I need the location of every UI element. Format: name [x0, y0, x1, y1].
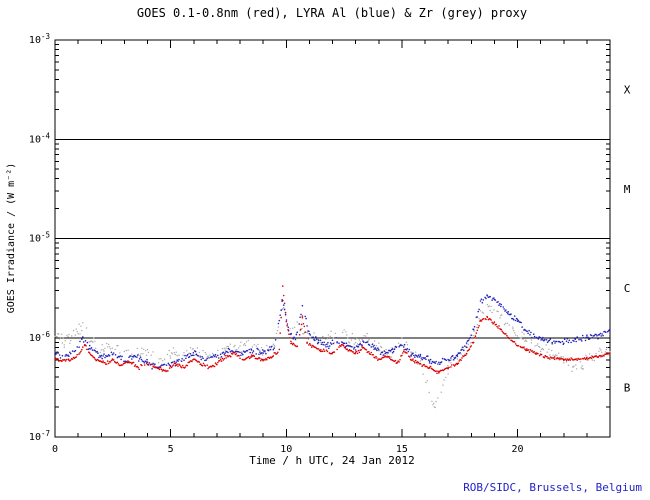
svg-text:X: X — [624, 84, 631, 97]
flare-class-labels: X M C B — [624, 84, 631, 395]
chart-title: GOES 0.1-0.8nm (red), LYRA Al (blue) & Z… — [137, 6, 527, 20]
y-axis-label: GOES Irradiance / (W m⁻²) — [6, 163, 17, 314]
threshold-lines — [55, 138, 610, 339]
svg-text:10-5: 10-5 — [29, 231, 50, 245]
y-axis-ticks: 10-3 10-4 10-5 10-6 10-7 — [29, 32, 610, 443]
svg-text:10-3: 10-3 — [29, 32, 50, 46]
series-lyra-zr-proxy — [54, 304, 611, 409]
svg-text:0: 0 — [52, 444, 58, 455]
svg-text:10: 10 — [280, 444, 292, 455]
svg-text:10-6: 10-6 — [29, 330, 51, 344]
svg-text:20: 20 — [511, 444, 523, 455]
svg-text:M: M — [624, 183, 631, 196]
plot-area: 0 5 10 15 20 10-3 10-4 10-5 10-6 10-7 X M C B — [29, 32, 631, 455]
x-axis-label: Time / h UTC, 24 Jan 2012 — [249, 454, 415, 467]
svg-text:15: 15 — [396, 444, 408, 455]
series-lyra-al-proxy — [54, 294, 611, 370]
svg-text:10-4: 10-4 — [29, 131, 51, 145]
svg-text:C: C — [624, 282, 631, 295]
x-axis-ticks: 0 5 10 15 20 — [52, 40, 611, 455]
credit-text: ROB/SIDC, Brussels, Belgium — [463, 481, 642, 494]
series-goes-0-1-0-8nm — [54, 285, 611, 375]
svg-text:B: B — [624, 381, 631, 394]
svg-text:5: 5 — [168, 444, 174, 455]
svg-text:10-7: 10-7 — [29, 429, 50, 443]
